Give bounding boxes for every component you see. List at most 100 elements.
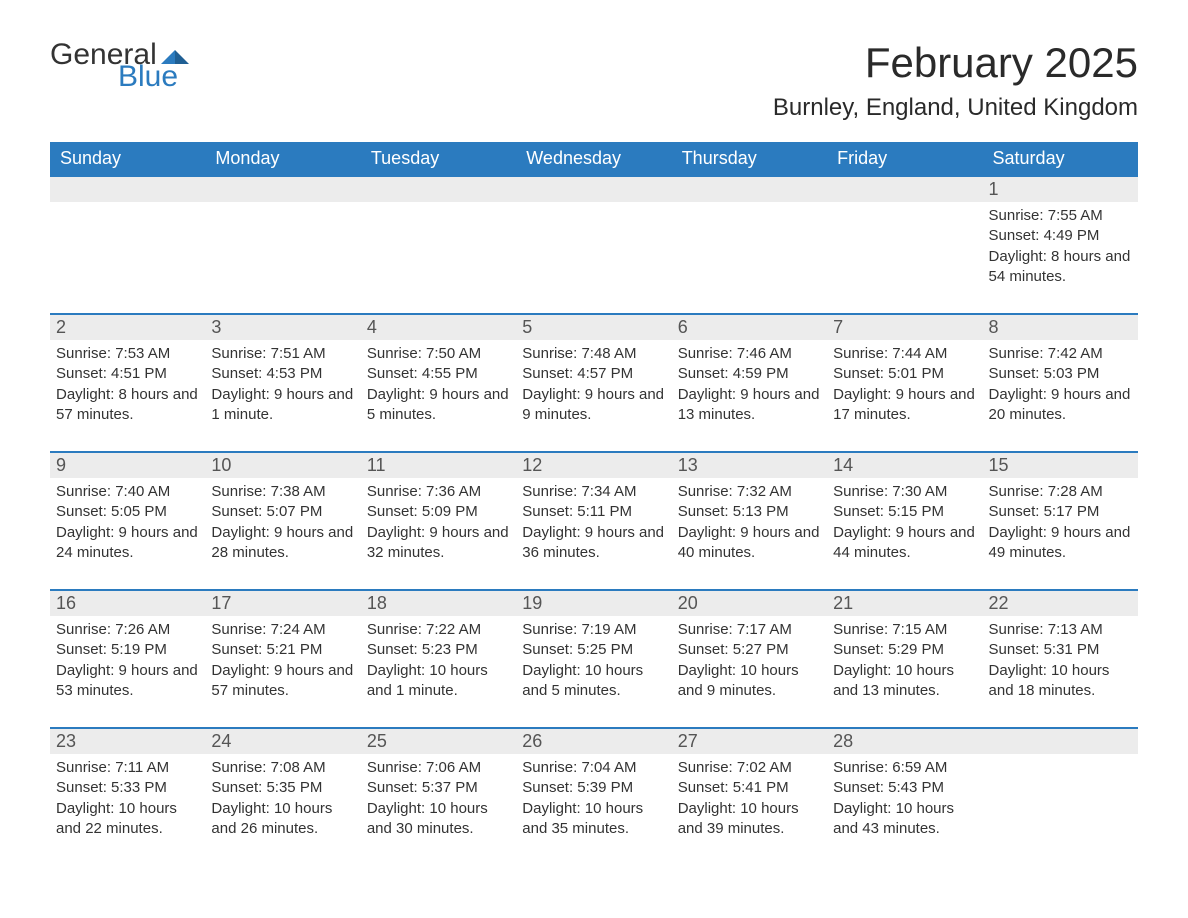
- day-number: 27: [672, 729, 827, 754]
- day-number: [50, 177, 205, 202]
- brand-logo: General Blue: [50, 40, 189, 92]
- sunrise-line: Sunrise: 7:24 AM: [211, 620, 354, 640]
- day-number: 17: [205, 591, 360, 616]
- daylight-line: Daylight: 9 hours and 5 minutes.: [367, 385, 510, 426]
- sunrise-line: Sunrise: 7:44 AM: [833, 344, 976, 364]
- day-details: Sunrise: 7:24 AMSunset: 5:21 PMDaylight:…: [205, 616, 360, 727]
- day-cell-top: 9: [50, 452, 205, 478]
- day-cell-body: Sunrise: 7:44 AMSunset: 5:01 PMDaylight:…: [827, 340, 982, 452]
- daylight-line: Daylight: 9 hours and 40 minutes.: [678, 523, 821, 564]
- day-number: 9: [50, 453, 205, 478]
- daylight-line: Daylight: 10 hours and 1 minute.: [367, 661, 510, 702]
- sunrise-line: Sunrise: 7:32 AM: [678, 482, 821, 502]
- day-cell-top: 22: [983, 590, 1138, 616]
- sunset-line: Sunset: 5:15 PM: [833, 502, 976, 522]
- daybody-row: Sunrise: 7:11 AMSunset: 5:33 PM Daylight:…: [50, 754, 1138, 865]
- sunrise-line: Sunrise: 7:46 AM: [678, 344, 821, 364]
- day-number: 10: [205, 453, 360, 478]
- day-details: Sunrise: 7:11 AMSunset: 5:33 PMDaylight:…: [50, 754, 205, 865]
- day-details: Sunrise: 7:50 AMSunset: 4:55 PMDaylight:…: [361, 340, 516, 451]
- sunset-line: Sunset: 5:05 PM: [56, 502, 199, 522]
- day-cell-top: 10: [205, 452, 360, 478]
- day-number: 2: [50, 315, 205, 340]
- daylight-line: Daylight: 8 hours and 54 minutes.: [989, 247, 1132, 288]
- sunrise-line: Sunrise: 7:42 AM: [989, 344, 1132, 364]
- day-number: 8: [983, 315, 1138, 340]
- daylight-line: Daylight: 10 hours and 5 minutes.: [522, 661, 665, 702]
- weekday-header: Tuesday: [361, 142, 516, 176]
- day-cell-body: Sunrise: 7:19 AMSunset: 5:25 PMDaylight:…: [516, 616, 671, 728]
- day-cell-top: 24: [205, 728, 360, 754]
- sunset-line: Sunset: 5:29 PM: [833, 640, 976, 660]
- day-number: 14: [827, 453, 982, 478]
- day-details: Sunrise: 7:42 AMSunset: 5:03 PMDaylight:…: [983, 340, 1138, 451]
- daylight-line: Daylight: 9 hours and 49 minutes.: [989, 523, 1132, 564]
- weekday-header: Thursday: [672, 142, 827, 176]
- daylight-line: Daylight: 9 hours and 9 minutes.: [522, 385, 665, 426]
- day-number: 25: [361, 729, 516, 754]
- day-cell-top: 15: [983, 452, 1138, 478]
- day-cell-body: Sunrise: 7:26 AMSunset: 5:19 PMDaylight:…: [50, 616, 205, 728]
- day-cell-top: [516, 176, 671, 202]
- day-details: Sunrise: 7:44 AMSunset: 5:01 PMDaylight:…: [827, 340, 982, 451]
- day-cell-body: [983, 754, 1138, 865]
- sunset-line: Sunset: 5:13 PM: [678, 502, 821, 522]
- day-details: Sunrise: 7:36 AMSunset: 5:09 PMDaylight:…: [361, 478, 516, 589]
- day-details: Sunrise: 7:22 AMSunset: 5:23 PMDaylight:…: [361, 616, 516, 727]
- day-cell-top: 16: [50, 590, 205, 616]
- day-details: Sunrise: 7:53 AMSunset: 4:51 PMDaylight:…: [50, 340, 205, 451]
- sunset-line: Sunset: 5:19 PM: [56, 640, 199, 660]
- day-details: Sunrise: 7:46 AMSunset: 4:59 PMDaylight:…: [672, 340, 827, 451]
- day-details: [672, 202, 827, 310]
- day-cell-top: 23: [50, 728, 205, 754]
- title-block: February 2025 Burnley, England, United K…: [773, 40, 1138, 136]
- daylight-line: Daylight: 9 hours and 28 minutes.: [211, 523, 354, 564]
- daybody-row: Sunrise: 7:53 AMSunset: 4:51 PMDaylight:…: [50, 340, 1138, 452]
- daylight-line: Daylight: 9 hours and 17 minutes.: [833, 385, 976, 426]
- day-details: Sunrise: 7:04 AMSunset: 5:39 PMDaylight:…: [516, 754, 671, 865]
- day-cell-top: 18: [361, 590, 516, 616]
- day-number: 4: [361, 315, 516, 340]
- weekday-header: Friday: [827, 142, 982, 176]
- sunset-line: Sunset: 5:33 PM: [56, 778, 199, 798]
- sunset-line: Sunset: 5:37 PM: [367, 778, 510, 798]
- daylight-line: Daylight: 10 hours and 30 minutes.: [367, 799, 510, 840]
- day-cell-body: Sunrise: 7:24 AMSunset: 5:21 PMDaylight:…: [205, 616, 360, 728]
- sunrise-line: Sunrise: 7:11 AM: [56, 758, 199, 778]
- day-cell-body: Sunrise: 7:36 AMSunset: 5:09 PMDaylight:…: [361, 478, 516, 590]
- location: Burnley, England, United Kingdom: [773, 94, 1138, 122]
- weekday-header: Saturday: [983, 142, 1138, 176]
- sunrise-line: Sunrise: 7:38 AM: [211, 482, 354, 502]
- day-details: Sunrise: 7:34 AMSunset: 5:11 PMDaylight:…: [516, 478, 671, 589]
- day-number: 3: [205, 315, 360, 340]
- day-cell-body: [516, 202, 671, 314]
- day-cell-top: 2: [50, 314, 205, 340]
- sunrise-line: Sunrise: 7:48 AM: [522, 344, 665, 364]
- day-details: Sunrise: 7:48 AMSunset: 4:57 PMDaylight:…: [516, 340, 671, 451]
- day-details: Sunrise: 7:06 AMSunset: 5:37 PMDaylight:…: [361, 754, 516, 865]
- sunrise-line: Sunrise: 7:22 AM: [367, 620, 510, 640]
- day-cell-top: 1: [983, 176, 1138, 202]
- day-cell-top: 19: [516, 590, 671, 616]
- day-cell-body: Sunrise: 7:48 AMSunset: 4:57 PMDaylight:…: [516, 340, 671, 452]
- day-cell-top: 20: [672, 590, 827, 616]
- weekday-header: Wednesday: [516, 142, 671, 176]
- daybody-row: Sunrise: 7:40 AMSunset: 5:05 PMDaylight:…: [50, 478, 1138, 590]
- sunset-line: Sunset: 5:23 PM: [367, 640, 510, 660]
- day-cell-top: 17: [205, 590, 360, 616]
- day-number: 18: [361, 591, 516, 616]
- sunset-line: Sunset: 4:53 PM: [211, 364, 354, 384]
- day-cell-top: 28: [827, 728, 982, 754]
- day-cell-body: Sunrise: 7:13 AMSunset: 5:31 PMDaylight:…: [983, 616, 1138, 728]
- day-cell-top: 4: [361, 314, 516, 340]
- daylight-line: Daylight: 9 hours and 53 minutes.: [56, 661, 199, 702]
- day-number: [361, 177, 516, 202]
- day-details: Sunrise: 7:08 AMSunset: 5:35 PMDaylight:…: [205, 754, 360, 865]
- day-cell-top: [50, 176, 205, 202]
- day-cell-body: Sunrise: 7:40 AMSunset: 5:05 PMDaylight:…: [50, 478, 205, 590]
- day-number: 23: [50, 729, 205, 754]
- daynum-row: 2345678: [50, 314, 1138, 340]
- day-cell-top: 27: [672, 728, 827, 754]
- day-details: Sunrise: 7:26 AMSunset: 5:19 PMDaylight:…: [50, 616, 205, 727]
- sunrise-line: Sunrise: 7:08 AM: [211, 758, 354, 778]
